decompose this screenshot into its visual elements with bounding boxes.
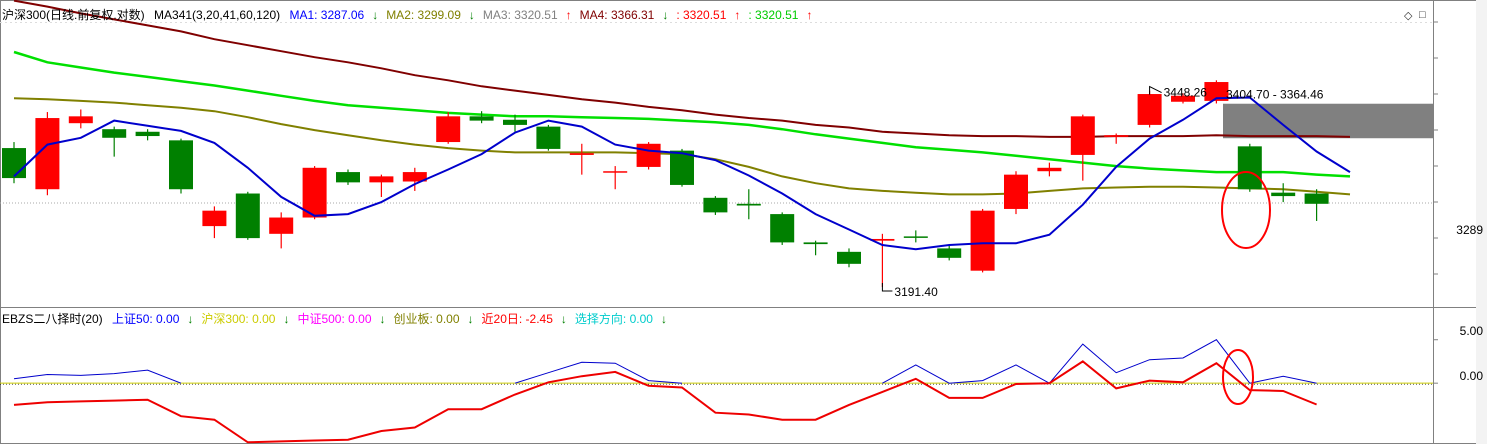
sub-axis-label-0: 0.00 bbox=[1459, 369, 1483, 383]
candle-body bbox=[1271, 192, 1296, 197]
candle-body bbox=[302, 167, 327, 218]
candle-body bbox=[135, 131, 160, 137]
candle-body bbox=[503, 119, 527, 125]
main-legend-item-3: MA4: 3366.31 bbox=[579, 8, 655, 22]
price-axis-label: 3289 bbox=[1456, 223, 1483, 237]
highlight-band bbox=[1223, 103, 1433, 139]
main-legend-arrow-3: ↓ bbox=[662, 8, 669, 22]
low-label: 3191.40 bbox=[894, 285, 938, 299]
candle-body bbox=[102, 129, 127, 138]
high-label: 3448.26 bbox=[1164, 86, 1208, 100]
candle-body bbox=[436, 116, 461, 143]
candle-body bbox=[402, 172, 427, 182]
sub-legend-item-5: 选择方向: 0.00 bbox=[574, 312, 653, 326]
main-legend-arrow-1: ↓ bbox=[468, 8, 475, 22]
diamond-icon[interactable]: ◇ bbox=[1404, 10, 1413, 22]
main-legend-arrow-0: ↓ bbox=[372, 8, 379, 22]
sub-legend-arrow-1: ↓ bbox=[283, 312, 290, 326]
sub-legend-arrow-4: ↓ bbox=[560, 312, 567, 326]
candle-body bbox=[2, 148, 26, 179]
main-legend-arrow-2: ↑ bbox=[565, 8, 572, 22]
ma-green-line bbox=[13, 50, 1351, 178]
candle-body bbox=[636, 143, 661, 167]
candle-body bbox=[202, 210, 227, 227]
candle-body bbox=[937, 248, 962, 258]
candle-body bbox=[1171, 95, 1195, 102]
main-legend-arrow-5: ↑ bbox=[806, 8, 813, 22]
candle-body bbox=[1204, 82, 1229, 101]
candle-body bbox=[1104, 135, 1129, 137]
main-legend: 沪深300(日线.前复权.对数) MA341(3,20,41,60,120) M… bbox=[2, 7, 820, 23]
candle-body bbox=[603, 171, 628, 173]
highlight-circle-sub bbox=[1222, 349, 1254, 405]
candle-body bbox=[837, 251, 861, 264]
main-legend-arrow-4: ↑ bbox=[734, 8, 741, 22]
sub-legend: EBZS二八择时(20) 上证50: 0.00 ↓ 沪深300: 0.00 ↓ 中证50… bbox=[2, 311, 675, 327]
main-legend-item-4: : 3320.51 bbox=[676, 8, 727, 22]
sub-blue-line bbox=[514, 361, 683, 384]
sub-legend-arrow-3: ↓ bbox=[467, 312, 474, 326]
candle-body bbox=[1137, 94, 1162, 125]
candle-body bbox=[1237, 146, 1262, 190]
sub-red-line bbox=[13, 360, 1317, 444]
range-label: 3404.70 - 3364.46 bbox=[1226, 88, 1324, 102]
maximize-icon[interactable]: □ bbox=[1419, 9, 1426, 21]
candle-body bbox=[35, 118, 60, 190]
candle-body bbox=[1070, 116, 1095, 155]
candle-body bbox=[703, 197, 728, 213]
candle-body bbox=[870, 238, 895, 241]
sub-legend-item-2: 中证500: 0.00 bbox=[297, 312, 372, 326]
sub-legend-item-4: 近20日: -2.45 bbox=[481, 312, 553, 326]
high-marker bbox=[1149, 85, 1162, 95]
sub-legend-arrow-5: ↓ bbox=[660, 312, 667, 326]
candle-body bbox=[235, 193, 260, 239]
right-strip bbox=[1476, 0, 1487, 444]
candle-body bbox=[336, 172, 360, 183]
sub-legend-item-3: 创业板: 0.00 bbox=[393, 312, 460, 326]
main-legend-item-0: MA1: 3287.06 bbox=[289, 8, 365, 22]
candle-body bbox=[1304, 193, 1329, 204]
sub-blue-line bbox=[13, 369, 182, 384]
candle-body bbox=[169, 140, 193, 190]
sub-legend-item-0: 上证50: 0.00 bbox=[112, 312, 180, 326]
main-legend-item-1: MA2: 3299.09 bbox=[386, 8, 461, 22]
candle-body bbox=[469, 116, 494, 121]
candle-body bbox=[68, 116, 93, 124]
candle-body bbox=[1004, 174, 1028, 209]
main-legend-title: 沪深300(日线.前复权.对数) bbox=[2, 8, 145, 22]
candle-body bbox=[269, 217, 294, 234]
candle-body bbox=[970, 210, 995, 271]
candle-body bbox=[903, 236, 928, 238]
sub-legend-item-1: 沪深300: 0.00 bbox=[201, 312, 276, 326]
candle-body bbox=[536, 126, 561, 149]
candle-body bbox=[770, 214, 795, 243]
main-legend-params: MA341(3,20,41,60,120) bbox=[154, 8, 281, 22]
sub-axis-label-5: 5.00 bbox=[1459, 324, 1483, 338]
candle-body bbox=[736, 203, 761, 206]
candle-body bbox=[369, 176, 394, 183]
main-legend-item-2: MA3: 3320.51 bbox=[482, 8, 558, 22]
sub-legend-arrow-0: ↓ bbox=[187, 312, 194, 326]
sub-blue-line bbox=[882, 339, 1317, 384]
ma1-line bbox=[13, 96, 1351, 251]
highlight-circle-main bbox=[1221, 171, 1271, 249]
low-marker bbox=[881, 282, 893, 292]
candle-body bbox=[569, 153, 594, 155]
main-legend-item-5: : 3320.51 bbox=[748, 8, 799, 22]
candle-body bbox=[803, 242, 828, 245]
candle-body bbox=[1037, 167, 1062, 172]
candle-body bbox=[670, 150, 694, 185]
sub-legend-arrow-2: ↓ bbox=[379, 312, 386, 326]
sub-legend-title: EBZS二八择时(20) bbox=[2, 312, 103, 326]
